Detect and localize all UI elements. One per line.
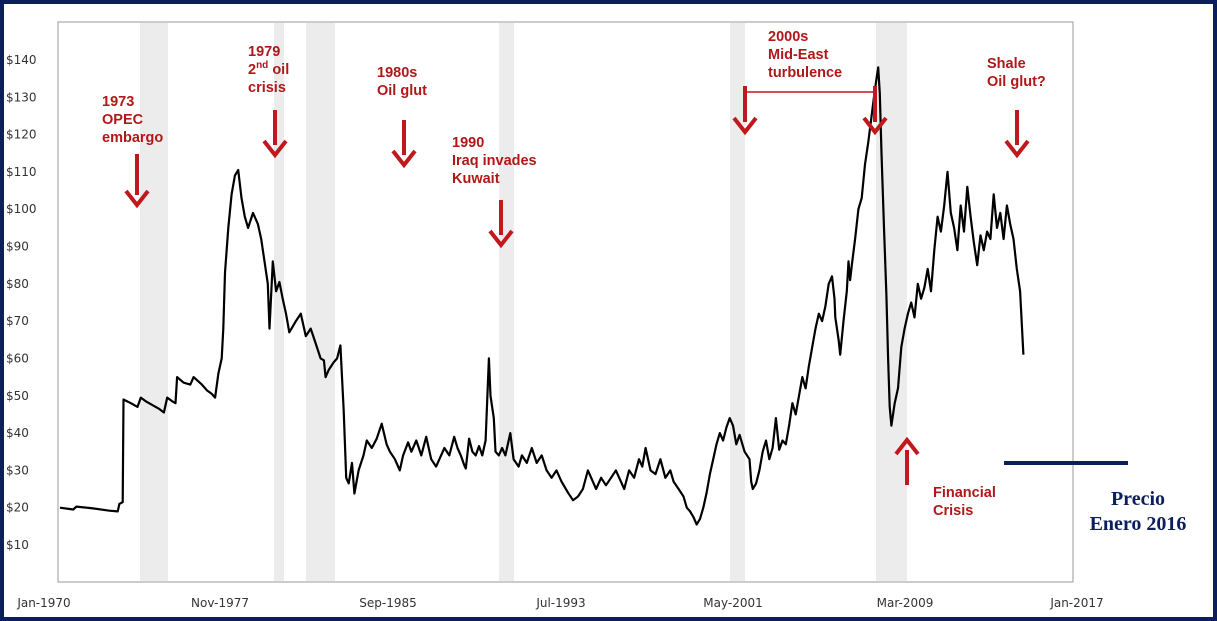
annotation-text: 1980s (377, 65, 417, 81)
annotation-text: 2000s (768, 29, 808, 45)
y-tick-label: $80 (6, 277, 29, 291)
y-tick-label: $110 (6, 165, 37, 179)
y-tick-label: $10 (6, 538, 29, 552)
annotation-text: Shale (987, 56, 1026, 72)
annotation-arrowhead (391, 149, 417, 169)
annotation-text: turbulence (768, 65, 842, 81)
annotation-arrowhead (262, 139, 288, 159)
annotation-text: crisis (248, 80, 286, 96)
x-tick-label: Mar-2009 (877, 596, 934, 610)
x-tick-label: Sep-1985 (359, 596, 417, 610)
annotation-text: Iraq invades (452, 153, 537, 169)
annotation-arrowhead (124, 189, 150, 209)
y-tick-label: $130 (6, 90, 37, 104)
x-tick-label: Jan-1970 (16, 596, 70, 610)
price-line (59, 66, 1025, 526)
annotation-text: embargo (102, 130, 163, 146)
annotation-text: 1973 (102, 94, 134, 110)
plot-area (57, 21, 1074, 583)
annotation-text: OPEC (102, 112, 144, 128)
x-tick-label: Jan-2017 (1049, 596, 1103, 610)
y-tick-label: $30 (6, 463, 29, 477)
y-tick-label: $140 (6, 53, 37, 67)
annotation-text: 2nd oil (248, 60, 289, 78)
annotation-text: Oil glut (377, 83, 427, 99)
annotation-arrowhead (894, 436, 920, 456)
annotation-text: Financial (933, 485, 996, 501)
y-tick-label: $60 (6, 351, 29, 365)
y-tick-label: $20 (6, 501, 29, 515)
shaded-period-2 (306, 23, 335, 581)
annotation-arrowhead (732, 116, 758, 136)
annotation-arrowhead (488, 229, 514, 249)
y-tick-label: $120 (6, 128, 37, 142)
reference-label: Precio (1111, 488, 1165, 510)
y-tick-label: $40 (6, 426, 29, 440)
annotation-text: Mid-East (768, 47, 829, 63)
y-tick-label: $90 (6, 240, 29, 254)
shaded-period-4 (730, 23, 745, 581)
y-axis-ticks: $10 $20 $30 $40 $50 $60 $70 $80 $90 $100 $110 $120 $… (6, 53, 37, 552)
annotation-text: Kuwait (452, 171, 500, 187)
reference-label: Enero 2016 (1090, 513, 1187, 535)
annotation-text: Oil glut? (987, 74, 1046, 90)
reference-price: Precio Enero 2016 (1004, 461, 1187, 535)
x-tick-label: May-2001 (703, 596, 762, 610)
shaded-period-1 (274, 23, 284, 581)
x-axis-ticks: Jan-1970 Nov-1977 Sep-1985 Jul-1993 May-2001… (16, 596, 1103, 610)
shaded-period-0 (140, 23, 168, 581)
annotation-text: 1990 (452, 135, 484, 151)
annotation-text: 1979 (248, 44, 280, 60)
y-tick-label: $70 (6, 314, 29, 328)
x-tick-label: Nov-1977 (191, 596, 249, 610)
annotation-text: Crisis (933, 503, 973, 519)
x-tick-label: Jul-1993 (535, 596, 585, 610)
y-tick-label: $50 (6, 389, 29, 403)
annotation-arrowhead (862, 116, 888, 136)
y-tick-label: $100 (6, 202, 37, 216)
shaded-period-3 (499, 23, 514, 581)
annotation-arrowhead (1004, 139, 1030, 159)
